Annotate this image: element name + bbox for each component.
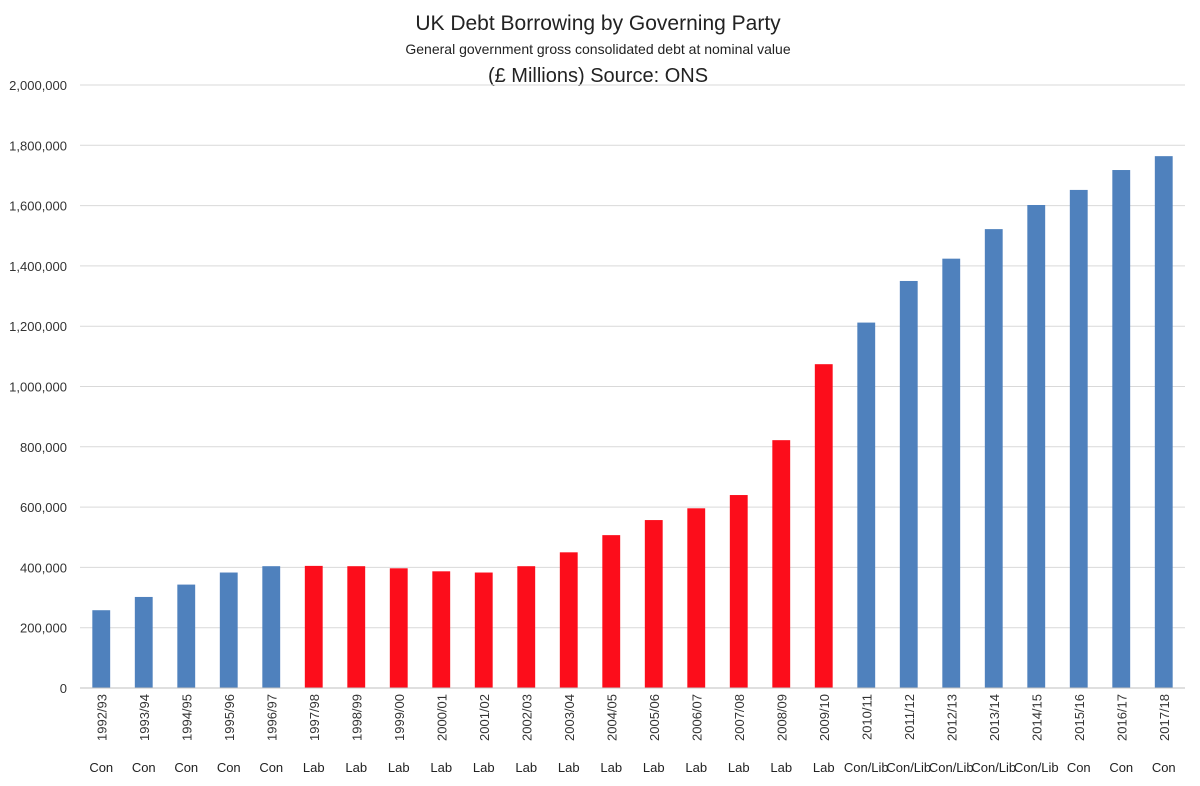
x-tick-label: 2004/05: [604, 694, 619, 741]
chart-units-source: (£ Millions) Source: ONS: [488, 65, 708, 87]
party-label: Lab: [473, 760, 495, 775]
x-tick-label: 2013/14: [987, 694, 1002, 741]
x-tick-label: 1999/00: [392, 694, 407, 741]
bar-1994-95: [177, 584, 196, 688]
x-tick-label: 2003/04: [562, 694, 577, 741]
party-label: Lab: [303, 760, 325, 775]
x-tick-label: 1993/94: [137, 694, 152, 741]
party-label: Con/Lib: [929, 760, 974, 775]
x-tick-label: 1998/99: [349, 694, 364, 741]
party-label: Con: [1067, 760, 1091, 775]
party-label: Con/Lib: [886, 760, 931, 775]
y-tick-label: 200,000: [20, 621, 67, 636]
y-tick-label: 1,400,000: [9, 259, 67, 274]
bar-2001-02: [474, 572, 493, 688]
x-tick-label: 2010/11: [859, 694, 874, 740]
bar-1997-98: [304, 565, 323, 688]
x-tick-label: 2002/03: [519, 694, 534, 741]
x-tick-label: 1997/98: [307, 694, 322, 741]
bar-1999-00: [389, 568, 408, 688]
party-label: Lab: [643, 760, 665, 775]
y-tick-label: 600,000: [20, 500, 67, 515]
party-label: Con: [217, 760, 241, 775]
bar-1996-97: [262, 566, 281, 688]
x-tick-label: 2001/02: [477, 694, 492, 741]
bars: [92, 156, 1173, 689]
bar-2014-15: [1027, 204, 1046, 688]
party-label: Con: [89, 760, 113, 775]
x-tick-label: 1996/97: [264, 694, 279, 741]
bar-2013-14: [984, 229, 1003, 688]
x-tick-label: 1995/96: [222, 694, 237, 741]
party-label: Con/Lib: [1014, 760, 1059, 775]
bar-2002-03: [517, 566, 536, 688]
party-label: Con: [1152, 760, 1176, 775]
party-label: Con: [132, 760, 156, 775]
bar-2009-10: [814, 364, 833, 688]
bar-2003-04: [559, 552, 578, 688]
bar-1993-94: [134, 596, 153, 688]
bar-2011-12: [899, 280, 918, 688]
bar-2008-09: [772, 440, 791, 688]
bar-2007-08: [729, 495, 748, 688]
y-tick-label: 800,000: [20, 440, 67, 455]
party-label: Lab: [515, 760, 537, 775]
y-tick-label: 1,600,000: [9, 199, 67, 214]
party-label: Lab: [345, 760, 367, 775]
x-tick-label: 1994/95: [179, 694, 194, 741]
bar-2012-13: [942, 258, 961, 688]
x-tick-label: 2005/06: [647, 694, 662, 741]
party-label: Lab: [685, 760, 707, 775]
party-label: Lab: [558, 760, 580, 775]
y-tick-label: 2,000,000: [9, 78, 67, 93]
bar-1992-93: [92, 610, 111, 688]
bar-1995-96: [219, 572, 238, 688]
bar-2000-01: [432, 571, 451, 688]
bar-2016-17: [1112, 170, 1131, 688]
y-tick-label: 400,000: [20, 560, 67, 575]
bar-2017-18: [1154, 156, 1173, 689]
x-tick-label: 2017/18: [1157, 694, 1172, 741]
bar-2005-06: [644, 520, 663, 688]
x-tick-label: 2007/08: [732, 694, 747, 741]
x-tick-label: 2014/15: [1029, 694, 1044, 741]
x-tick-label: 2008/09: [774, 694, 789, 741]
y-tick-label: 1,000,000: [9, 380, 67, 395]
party-label: Lab: [728, 760, 750, 775]
party-label: Con: [259, 760, 283, 775]
bar-2015-16: [1069, 189, 1088, 688]
y-axis: 0 200,000 400,000 600,000 800,000 1,000,000 1,…: [9, 78, 67, 696]
x-tick-label: 2012/13: [944, 694, 959, 741]
bar-2004-05: [602, 535, 621, 688]
party-label: Lab: [813, 760, 835, 775]
gridlines: [80, 84, 1185, 689]
y-tick-label: 1,800,000: [9, 138, 67, 153]
party-label: Con: [1109, 760, 1133, 775]
x-tick-label: 2011/12: [902, 694, 917, 740]
party-label: Lab: [770, 760, 792, 775]
y-tick-label: 0: [60, 681, 67, 696]
bar-1998-99: [347, 566, 366, 688]
party-label: Lab: [430, 760, 452, 775]
x-tick-label: 2006/07: [689, 694, 704, 741]
party-label: Lab: [600, 760, 622, 775]
chart-title: UK Debt Borrowing by Governing Party: [415, 12, 781, 35]
bar-2006-07: [687, 508, 706, 688]
party-label: Con/Lib: [971, 760, 1016, 775]
bar-2010-11: [857, 322, 876, 688]
x-tick-label: 1992/93: [94, 694, 109, 741]
x-tick-label: 2016/17: [1114, 694, 1129, 741]
x-tick-label: 2009/10: [817, 694, 832, 741]
x-axis: 1992/93 Con 1993/94 Con 1994/95 Con 1995/96 Con…: [80, 687, 1185, 775]
x-tick-label: 2000/01: [434, 694, 449, 741]
y-tick-label: 1,200,000: [9, 319, 67, 334]
party-label: Con/Lib: [844, 760, 889, 775]
party-label: Lab: [388, 760, 410, 775]
party-label: Con: [174, 760, 198, 775]
x-tick-label: 2015/16: [1072, 694, 1087, 741]
chart-subtitle: General government gross consolidated de…: [405, 41, 790, 57]
